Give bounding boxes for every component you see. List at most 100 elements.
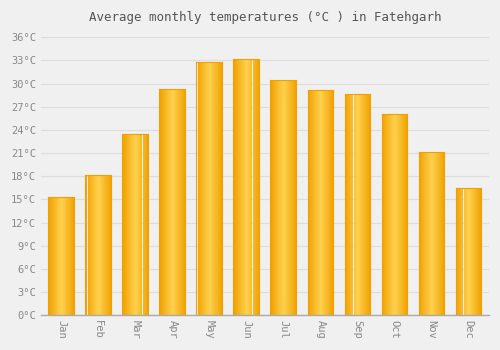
Bar [241, 59, 242, 315]
Bar [385, 114, 386, 315]
Bar [357, 93, 358, 315]
Bar [50, 197, 51, 315]
Bar [131, 134, 132, 315]
Bar [215, 62, 216, 315]
Bar [470, 188, 471, 315]
Bar [475, 188, 476, 315]
Bar [95, 175, 96, 315]
Bar [171, 89, 172, 315]
Bar [162, 89, 163, 315]
Bar [429, 152, 430, 315]
Bar [252, 59, 253, 315]
Bar [141, 134, 142, 315]
Bar [473, 188, 474, 315]
Bar [400, 114, 401, 315]
Bar [96, 175, 97, 315]
Bar [466, 188, 467, 315]
Bar [163, 89, 164, 315]
Bar [247, 59, 248, 315]
Bar [91, 175, 92, 315]
Bar [246, 59, 247, 315]
Bar [169, 89, 170, 315]
Bar [250, 59, 251, 315]
Bar [196, 62, 197, 315]
Bar [212, 62, 213, 315]
Bar [204, 62, 205, 315]
Bar [346, 93, 347, 315]
Bar [430, 152, 431, 315]
Bar [405, 114, 406, 315]
Bar [423, 152, 424, 315]
Bar [366, 93, 367, 315]
Bar [351, 93, 352, 315]
Bar [136, 134, 137, 315]
Title: Average monthly temperatures (°C ) in Fatehgarh: Average monthly temperatures (°C ) in Fa… [88, 11, 441, 24]
Bar [392, 114, 393, 315]
Bar [313, 90, 314, 315]
Bar [283, 80, 284, 315]
Bar [244, 59, 245, 315]
Bar [465, 188, 466, 315]
Bar [209, 62, 210, 315]
Bar [364, 93, 365, 315]
Bar [181, 89, 182, 315]
Bar [234, 59, 235, 315]
Bar [356, 93, 357, 315]
Bar [148, 134, 149, 315]
Bar [210, 62, 211, 315]
Bar [288, 80, 289, 315]
Bar [168, 89, 169, 315]
Bar [442, 152, 443, 315]
Bar [58, 197, 59, 315]
Bar [107, 175, 108, 315]
Bar [167, 89, 168, 315]
Bar [399, 114, 400, 315]
Bar [222, 62, 223, 315]
Bar [325, 90, 326, 315]
Bar [314, 90, 315, 315]
Bar [461, 188, 462, 315]
Bar [441, 152, 442, 315]
Bar [471, 188, 472, 315]
Bar [137, 134, 138, 315]
Bar [326, 90, 327, 315]
Bar [327, 90, 328, 315]
Bar [361, 93, 362, 315]
Bar [345, 93, 346, 315]
Bar [398, 114, 399, 315]
Bar [272, 80, 273, 315]
Bar [197, 62, 198, 315]
Bar [352, 93, 353, 315]
Bar [359, 93, 360, 315]
Bar [397, 114, 398, 315]
Bar [324, 90, 325, 315]
Bar [293, 80, 294, 315]
Bar [135, 134, 136, 315]
Bar [208, 62, 209, 315]
Bar [384, 114, 385, 315]
Bar [369, 93, 370, 315]
Bar [213, 62, 214, 315]
Bar [92, 175, 93, 315]
Bar [386, 114, 387, 315]
Bar [474, 188, 475, 315]
Bar [133, 134, 134, 315]
Bar [363, 93, 364, 315]
Bar [248, 59, 249, 315]
Bar [316, 90, 317, 315]
Bar [165, 89, 166, 315]
Bar [478, 188, 479, 315]
Bar [182, 89, 183, 315]
Bar [100, 175, 101, 315]
Bar [64, 197, 65, 315]
Bar [124, 134, 125, 315]
Bar [205, 62, 206, 315]
Bar [278, 80, 279, 315]
Bar [476, 188, 477, 315]
Bar [436, 152, 437, 315]
Bar [439, 152, 440, 315]
Bar [245, 59, 246, 315]
Bar [395, 114, 396, 315]
Bar [319, 90, 320, 315]
Bar [443, 152, 444, 315]
